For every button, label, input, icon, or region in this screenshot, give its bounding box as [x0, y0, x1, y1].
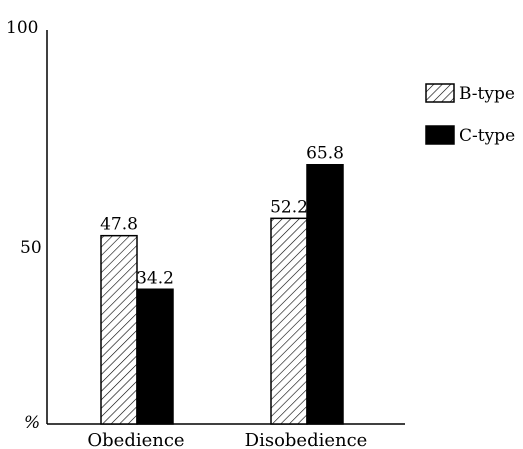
bar-c-type-disobedience: [306, 163, 344, 425]
data-label-c-type-disobedience: 65.8: [306, 144, 344, 164]
bar-b-type-disobedience: [270, 217, 308, 425]
legend-label-c-type: C-type: [459, 126, 515, 146]
bars-group: [100, 163, 344, 425]
legend-swatch-c-type: [425, 125, 455, 145]
x-tick-label-disobedience: Disobedience: [245, 430, 368, 449]
y-unit-label: %: [24, 413, 40, 433]
legend-swatch-b-type: [425, 83, 455, 103]
data-label-b-type-obedience: 47.8: [100, 215, 138, 235]
x-tick-label-obedience: Obedience: [87, 430, 184, 449]
bar-c-type-obedience: [136, 288, 174, 425]
legend-label-b-type: B-type: [459, 84, 515, 104]
legend: B-type C-type: [425, 83, 515, 146]
data-label-b-type-disobedience: 52.2: [270, 197, 308, 217]
data-label-c-type-obedience: 34.2: [136, 268, 174, 288]
data-labels-group: 47.8 34.2 52.2 65.8: [100, 144, 344, 289]
y-tick-label-50: 50: [20, 238, 42, 258]
y-tick-label-100: 100: [6, 18, 38, 38]
bar-b-type-obedience: [100, 234, 138, 425]
